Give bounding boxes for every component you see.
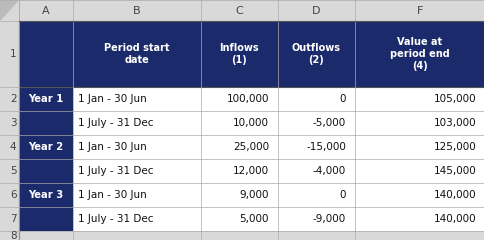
Text: B: B	[133, 6, 140, 16]
Text: D: D	[311, 6, 320, 16]
Text: -9,000: -9,000	[312, 214, 345, 224]
Text: 2: 2	[10, 94, 16, 104]
Text: 1 July - 31 Dec: 1 July - 31 Dec	[77, 166, 153, 176]
Bar	[19, 111, 73, 135]
Text: 145,000: 145,000	[433, 166, 475, 176]
Text: Year 1: Year 1	[29, 94, 64, 104]
Text: 10,000: 10,000	[233, 118, 269, 128]
Bar	[19, 207, 73, 231]
Text: Period start
date: Period start date	[104, 43, 169, 65]
Text: -4,000: -4,000	[312, 166, 345, 176]
Text: 5: 5	[10, 166, 16, 176]
Text: 7: 7	[10, 214, 16, 224]
Text: 0: 0	[339, 94, 345, 104]
Text: 8: 8	[10, 231, 16, 240]
Text: Value at
period end
(4): Value at period end (4)	[389, 37, 449, 71]
Text: 0: 0	[339, 190, 345, 200]
Text: 125,000: 125,000	[433, 142, 475, 152]
Text: 1 Jan - 30 Jun: 1 Jan - 30 Jun	[77, 94, 146, 104]
Text: 140,000: 140,000	[433, 190, 475, 200]
Text: 100,000: 100,000	[226, 94, 269, 104]
Bar	[0, 0, 19, 240]
Text: Year 3: Year 3	[29, 190, 63, 200]
Text: 103,000: 103,000	[433, 118, 475, 128]
Bar	[19, 183, 73, 207]
Text: 25,000: 25,000	[232, 142, 269, 152]
Bar	[73, 183, 484, 207]
Text: A: A	[42, 6, 50, 16]
Text: 140,000: 140,000	[433, 214, 475, 224]
Bar	[73, 135, 484, 159]
Bar	[19, 231, 484, 240]
Text: 9,000: 9,000	[239, 190, 269, 200]
Bar	[73, 207, 484, 231]
Text: 105,000: 105,000	[433, 94, 475, 104]
Text: 1 Jan - 30 Jun: 1 Jan - 30 Jun	[77, 142, 146, 152]
Bar	[19, 159, 73, 183]
Bar	[73, 111, 484, 135]
Text: 1 Jan - 30 Jun: 1 Jan - 30 Jun	[77, 190, 146, 200]
Polygon shape	[0, 0, 19, 21]
Text: Year 2: Year 2	[29, 142, 63, 152]
Text: 3: 3	[10, 118, 16, 128]
Bar	[19, 0, 484, 21]
Text: F: F	[416, 6, 422, 16]
Bar	[73, 159, 484, 183]
Text: -15,000: -15,000	[305, 142, 345, 152]
Text: 5,000: 5,000	[239, 214, 269, 224]
Text: C: C	[235, 6, 243, 16]
Text: 1 July - 31 Dec: 1 July - 31 Dec	[77, 118, 153, 128]
Text: 1 July - 31 Dec: 1 July - 31 Dec	[77, 214, 153, 224]
Text: -5,000: -5,000	[312, 118, 345, 128]
Text: 6: 6	[10, 190, 16, 200]
Bar	[19, 87, 73, 111]
Text: Inflows
(1): Inflows (1)	[219, 43, 258, 65]
Bar	[19, 135, 73, 159]
Text: 4: 4	[10, 142, 16, 152]
Bar	[73, 87, 484, 111]
Text: Outflows
(2): Outflows (2)	[291, 43, 340, 65]
Bar	[19, 21, 484, 87]
Text: 12,000: 12,000	[232, 166, 269, 176]
Text: 1: 1	[10, 49, 16, 59]
